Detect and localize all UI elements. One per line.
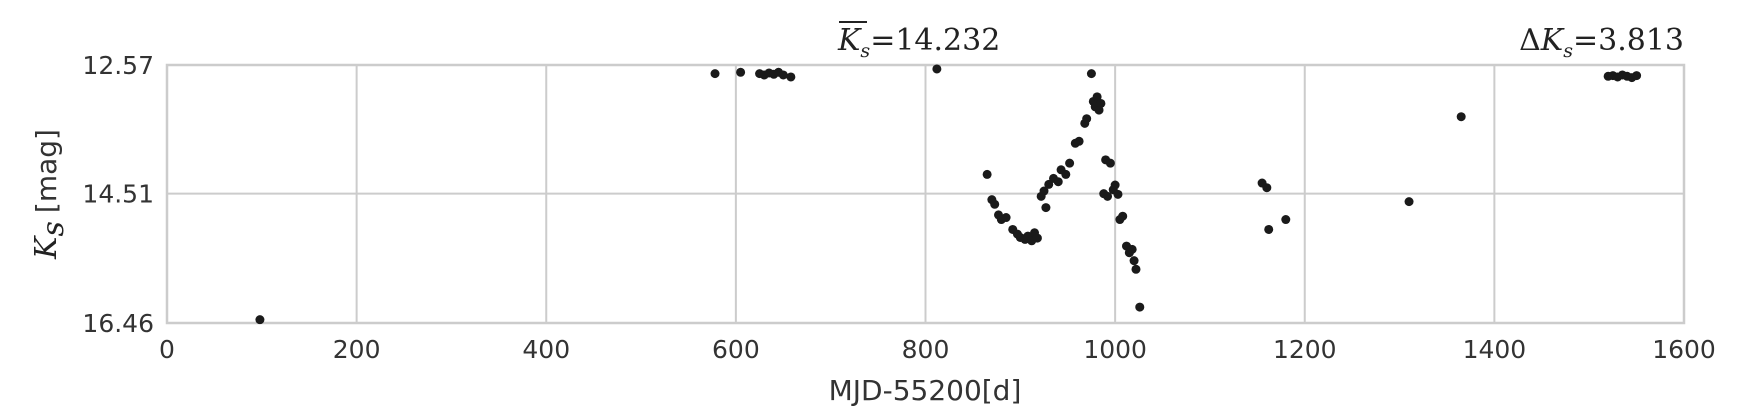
mean-symbol: K [837, 23, 862, 58]
x-tick-label: 1200 [1273, 335, 1337, 364]
data-point [1129, 256, 1139, 266]
data-points [255, 64, 1642, 325]
mean-magnitude-annotation: Ks=14.232 [837, 21, 1000, 62]
data-point [1032, 233, 1042, 243]
data-point [1103, 191, 1113, 201]
data-point [1053, 177, 1063, 187]
x-tick-label: 1000 [1083, 335, 1147, 364]
data-point [1632, 71, 1642, 81]
y-axis-label: Ks [mag] [29, 129, 71, 260]
data-point [1131, 264, 1141, 274]
svg-text:Ks=14.232: Ks=14.232 [837, 23, 1000, 62]
data-point [932, 64, 942, 74]
data-point [1281, 215, 1291, 225]
y-tick-label: 12.57 [82, 51, 154, 80]
data-point [982, 169, 992, 179]
data-point [1065, 158, 1075, 168]
amplitude-subscript: s [1563, 40, 1573, 62]
data-point [990, 199, 1000, 209]
svg-text:Ks[mag]: Ks [mag] [29, 129, 71, 260]
y-tick-label: 16.46 [82, 309, 154, 338]
x-axis-label: MJD-55200[d] [829, 374, 1022, 407]
data-point [778, 70, 788, 80]
data-point [1041, 203, 1051, 213]
y-axis-unit: [mag] [30, 129, 63, 213]
data-point [1127, 244, 1137, 254]
data-point [255, 315, 265, 325]
x-tick-label: 1400 [1463, 335, 1527, 364]
data-point [1082, 114, 1092, 124]
data-point [1262, 183, 1272, 193]
data-point [1456, 112, 1466, 122]
x-tick-label: 1600 [1652, 335, 1716, 364]
data-point [1001, 213, 1011, 223]
x-tick-label: 200 [333, 335, 381, 364]
grid-lines [166, 64, 1685, 324]
amplitude-symbol: K [1540, 23, 1565, 58]
data-point [710, 69, 720, 79]
mean-subscript: s [860, 40, 870, 62]
data-point [1118, 211, 1128, 221]
data-point [1092, 92, 1102, 102]
data-point [736, 67, 746, 77]
x-tick-labels: 0 200 400 600 800 1000 1200 1400 1600 [159, 335, 1716, 364]
data-point [1135, 302, 1145, 312]
y-tick-label: 14.51 [82, 180, 154, 209]
x-tick-label: 800 [902, 335, 950, 364]
plot-frame [165, 63, 1686, 325]
data-point [1110, 180, 1120, 190]
y-axis-symbol: K [29, 235, 64, 260]
amplitude-value: =3.813 [1573, 23, 1684, 58]
data-point [1086, 69, 1096, 79]
data-point [1096, 98, 1106, 108]
amplitude-annotation: ΔKs=3.813 [1519, 23, 1684, 62]
delta-prefix: Δ [1519, 23, 1541, 58]
data-point [786, 72, 796, 82]
x-tick-label: 600 [712, 335, 760, 364]
data-point [1039, 186, 1049, 196]
data-point [1404, 197, 1414, 207]
y-axis-subscript: s [36, 221, 71, 236]
y-tick-labels: 12.57 14.51 16.46 [82, 51, 154, 338]
data-point [1264, 224, 1274, 234]
data-point [1074, 136, 1084, 146]
data-point [1113, 189, 1123, 199]
x-tick-label: 0 [159, 335, 175, 364]
mean-value: =14.232 [870, 23, 1000, 58]
data-point [1061, 169, 1071, 179]
x-tick-label: 400 [522, 335, 570, 364]
svg-text:ΔKs=3.813: ΔKs=3.813 [1519, 23, 1684, 62]
data-point [1105, 158, 1115, 168]
